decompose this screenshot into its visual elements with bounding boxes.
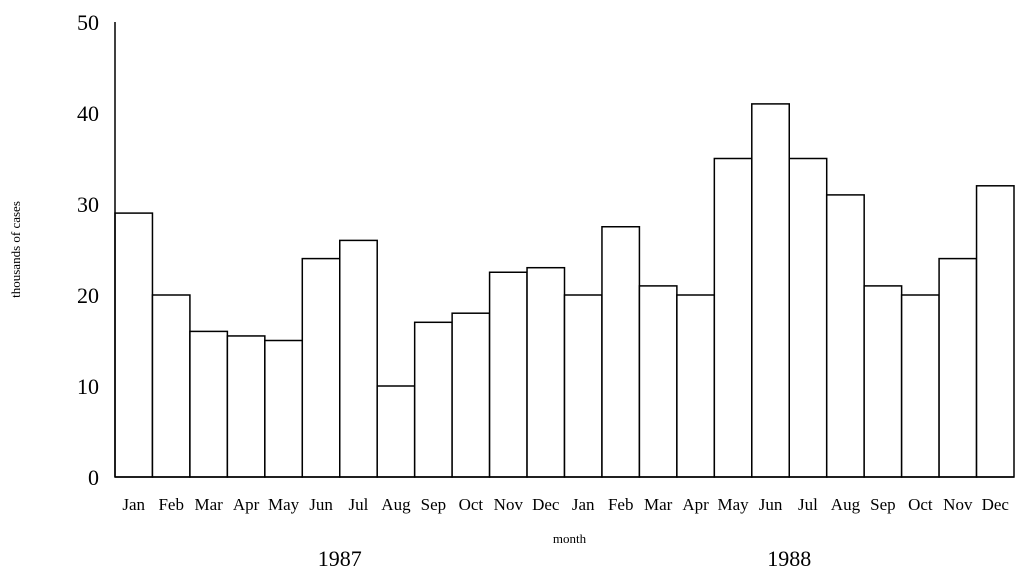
x-tick-label: Aug: [381, 495, 411, 514]
bar: [638, 285, 678, 478]
bar: [264, 339, 304, 478]
x-tick-label: Jun: [309, 495, 333, 514]
x-tick-label: Feb: [158, 495, 184, 514]
y-tick-label: 50: [77, 10, 99, 35]
bar: [825, 194, 865, 478]
x-tick-label: Apr: [682, 495, 709, 514]
x-tick-label: Jan: [572, 495, 595, 514]
y-tick-label: 10: [77, 374, 99, 399]
x-tick-label: Aug: [831, 495, 861, 514]
year-label: 1987: [318, 546, 362, 571]
bar: [376, 385, 416, 478]
bar: [975, 185, 1015, 478]
x-tick-label: Oct: [459, 495, 484, 514]
x-tick-label: Jan: [122, 495, 145, 514]
bar: [713, 157, 753, 478]
bar: [301, 257, 341, 478]
bar: [151, 294, 191, 478]
year-group-labels: 1987 1988: [318, 546, 812, 571]
bar: [751, 103, 791, 478]
x-tick-label: Apr: [233, 495, 260, 514]
bar: [601, 226, 641, 478]
x-tick-label: Nov: [943, 495, 973, 514]
bar: [863, 285, 903, 478]
axes-group: [114, 22, 1014, 478]
bar: [938, 257, 978, 478]
x-axis-label: month: [553, 531, 587, 546]
bar: [226, 335, 266, 478]
bar: [900, 294, 940, 478]
bar: [526, 266, 566, 478]
x-tick-label: Dec: [982, 495, 1010, 514]
year-label: 1988: [767, 546, 811, 571]
x-tick-label: Jun: [759, 495, 783, 514]
y-tick-labels: 0 10 20 30 40 50: [77, 10, 99, 490]
bar: [676, 294, 716, 478]
bar: [563, 294, 603, 478]
x-tick-label: Nov: [494, 495, 524, 514]
y-tick-label: 0: [88, 465, 99, 490]
bar: [413, 321, 453, 478]
x-tick-label: Sep: [870, 495, 896, 514]
x-tick-label: May: [268, 495, 300, 514]
x-tick-label: Mar: [644, 495, 673, 514]
y-tick-label: 30: [77, 192, 99, 217]
x-tick-labels: Jan Feb Mar Apr May Jun Jul Aug Sep Oct Nov Dec Jan F…: [122, 495, 1009, 514]
x-tick-label: Feb: [608, 495, 634, 514]
y-tick-label: 20: [77, 283, 99, 308]
bar: [451, 312, 491, 478]
bar: [488, 271, 528, 478]
bars-group: [114, 103, 1015, 478]
x-tick-label: Mar: [194, 495, 223, 514]
bar: [339, 239, 378, 478]
y-tick-label: 40: [77, 101, 99, 126]
bar: [788, 157, 828, 478]
x-tick-label: Sep: [421, 495, 447, 514]
x-tick-label: Jul: [349, 495, 369, 514]
bar: [189, 330, 229, 478]
bar: [114, 212, 154, 478]
y-axis-label: thousands of cases: [8, 201, 23, 298]
x-tick-label: Dec: [532, 495, 560, 514]
x-tick-label: May: [717, 495, 749, 514]
x-tick-label: Jul: [798, 495, 818, 514]
x-tick-label: Oct: [908, 495, 933, 514]
